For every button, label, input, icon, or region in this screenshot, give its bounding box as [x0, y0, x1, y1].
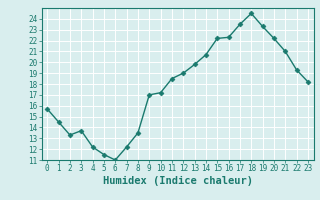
X-axis label: Humidex (Indice chaleur): Humidex (Indice chaleur) [103, 176, 252, 186]
